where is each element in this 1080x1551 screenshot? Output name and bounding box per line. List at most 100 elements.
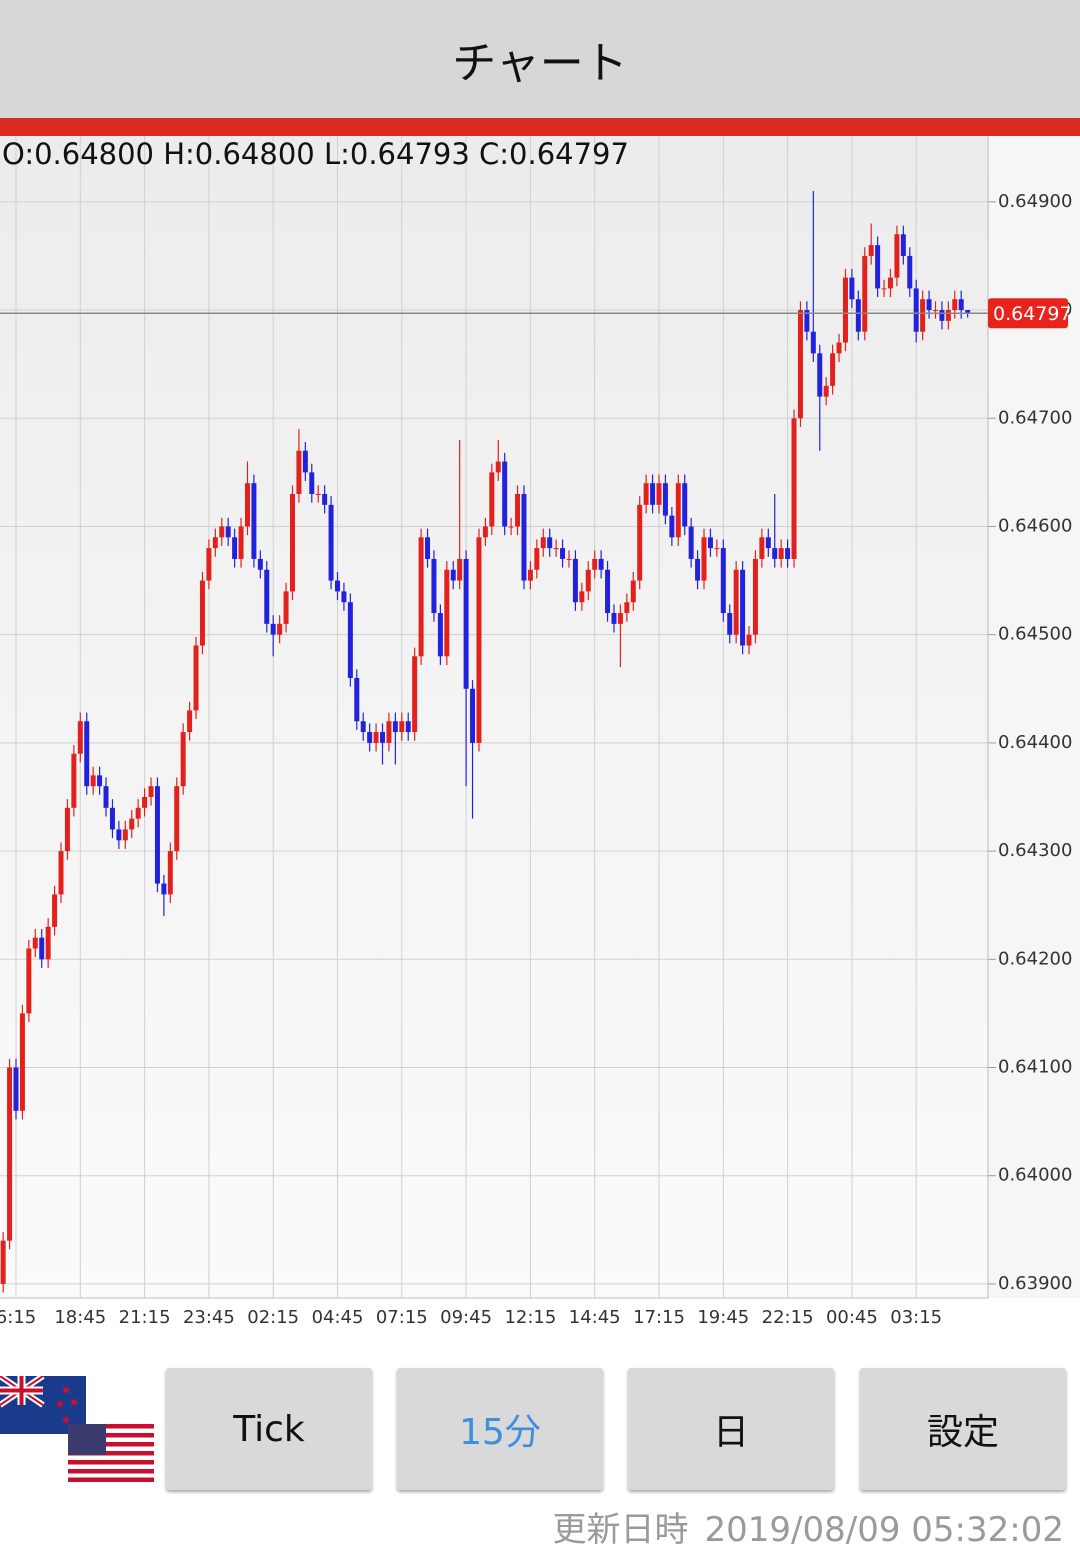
candle-body [797,310,803,419]
candle-body [592,558,598,570]
y-tick-label: 0.64100 [998,1057,1072,1078]
candle-body [810,331,816,354]
x-tick-label: 22:15 [762,1307,814,1328]
candle-body [553,548,559,550]
candle-body [13,1067,19,1111]
candle-body [309,472,315,495]
candle-body [650,483,656,505]
candle-body [264,569,270,624]
candle-body [572,558,578,603]
ohlc-readout: O:0.64800 H:0.64800 L:0.64793 C:0.64797 [2,137,629,171]
candle-body [907,255,913,289]
candle-body [791,418,797,559]
y-tick-label: 0.64900 [998,191,1072,212]
x-tick-label: 09:45 [440,1307,492,1328]
candle-body [154,786,160,884]
candle-body [135,807,141,819]
candle-body [19,1013,25,1111]
candle-body [450,569,456,581]
candle-body [206,548,212,581]
candle-body [669,515,675,538]
day-button[interactable]: 日 [628,1368,834,1490]
candle-body [521,494,527,581]
candle-body [720,548,726,614]
x-tick-label: 23:45 [183,1307,235,1328]
current-price-box [988,298,1068,329]
candle-body [122,829,128,841]
candle-body [405,721,411,733]
candle-body [45,926,51,960]
candle-body [759,537,765,559]
candle-body [457,558,463,581]
plot-area [0,136,988,1298]
interval-button[interactable]: 15分 [397,1368,603,1490]
candle-body [71,753,77,808]
candle-body [167,851,173,895]
candle-body [367,732,373,743]
candle-body [90,775,96,787]
candle-body [540,537,546,549]
candle-body [894,234,900,278]
candle-body [778,548,784,559]
y-tick-label: 0.64700 [998,407,1072,428]
candle-body [617,613,623,624]
candle-body [875,245,881,289]
candle-body [392,721,398,733]
candle-body [425,537,431,559]
candle-body [84,721,90,787]
candle-body [148,786,154,797]
candle-body [836,342,842,354]
candle-body [714,548,720,550]
x-tick-label: 21:15 [119,1307,171,1328]
candle-body [695,558,701,581]
candle-body [244,483,250,527]
candle-body [547,537,553,549]
candle-body [335,580,340,592]
candle-body [199,580,205,646]
candle-body [354,677,360,722]
candle-body [579,591,585,603]
button-label: 日 [712,1412,749,1453]
tick-button[interactable]: Tick [166,1368,372,1490]
button-label: 15分 [459,1412,541,1453]
candle-body [360,721,366,733]
candle-body [534,548,540,570]
candle-body [688,526,694,559]
y-tick-label: 0.63900 [998,1273,1072,1294]
candle-body [740,569,746,646]
candle-body [174,786,180,852]
candle-body [515,494,521,527]
candle-body [386,721,392,743]
candle-body [823,385,829,397]
x-tick-label: 19:45 [697,1307,749,1328]
accent-band [0,118,1080,136]
candle-body [585,569,591,592]
candle-body [399,721,405,733]
candle-body [341,591,347,603]
candle-body [765,537,771,549]
y-tick-label: 0.64000 [998,1165,1072,1186]
candle-body [566,558,572,560]
settings-button[interactable]: 設定 [860,1368,1066,1490]
candle-body [926,299,932,311]
candle-body [842,277,848,343]
usd-flag [68,1424,154,1482]
candle-body [380,732,386,743]
candle-body [605,569,611,614]
button-label: 設定 [926,1412,999,1453]
candle-body [302,450,308,473]
candle-body [952,299,958,311]
candle-body [611,613,617,624]
candle-body [624,602,630,614]
candle-body [887,277,893,289]
candle-body [52,894,58,927]
candle-body [97,775,103,787]
candle-body [476,537,482,743]
candle-body [103,786,109,808]
candle-body [482,526,488,538]
candle-body [855,299,861,332]
current-price-label: 0.64797 [993,303,1072,325]
candle-body [109,807,115,830]
candle-body [315,494,321,496]
